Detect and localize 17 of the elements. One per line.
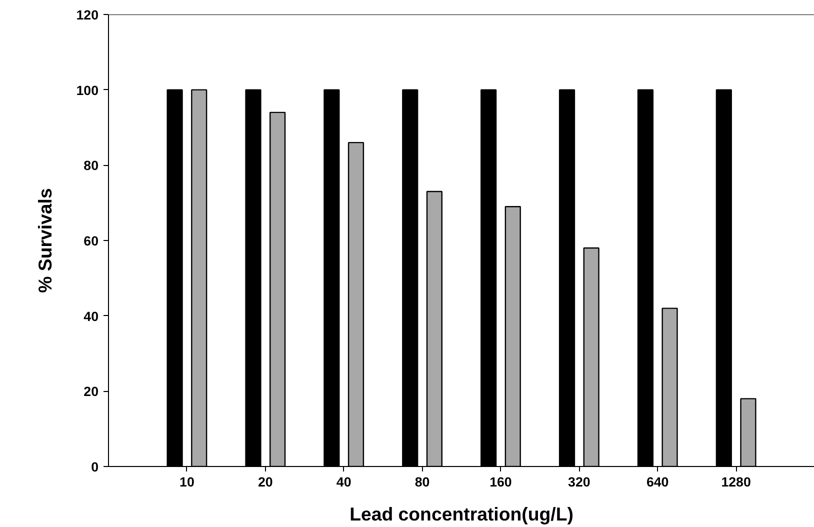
x-tick-label: 640 [646, 474, 669, 490]
x-tick-label: 10 [180, 474, 194, 490]
x-tick-label: 80 [414, 474, 430, 490]
y-tick-label: 0 [91, 460, 99, 474]
y-tick-label: 60 [84, 234, 99, 248]
y-tick-label: 80 [84, 158, 99, 174]
x-tick-label: 1280 [721, 474, 751, 490]
y-axis-title: % Survivals [34, 188, 56, 293]
x-tick-label: 40 [336, 474, 352, 490]
x-axis-title: Lead concentration(ug/L) [350, 504, 574, 524]
y-tick-label: 100 [76, 82, 99, 98]
y-tick-label: 20 [84, 384, 99, 400]
x-tick-label: 320 [568, 474, 590, 490]
y-tick-label: 120 [76, 8, 99, 22]
x-tick-label: 160 [490, 474, 512, 490]
y-tick-label: 40 [84, 308, 99, 324]
x-tick-label: 20 [258, 474, 273, 490]
